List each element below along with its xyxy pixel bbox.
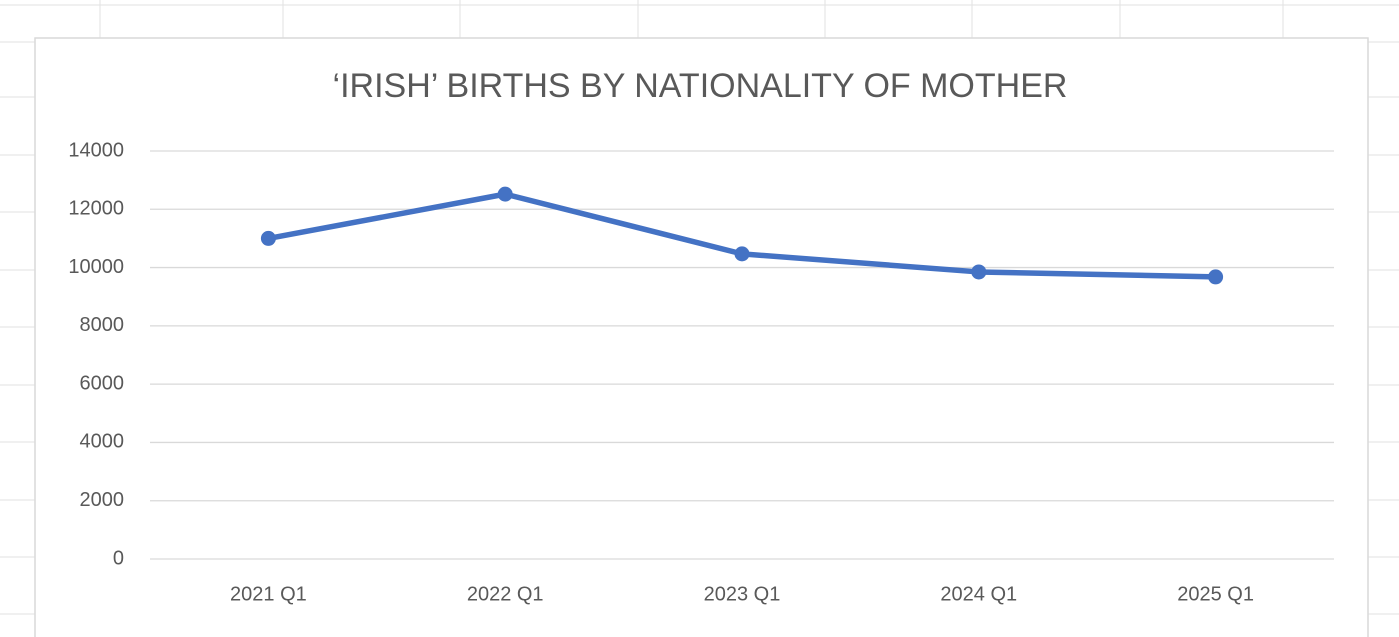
data-point — [1208, 269, 1224, 285]
x-tick-label: 2021 Q1 — [230, 583, 307, 605]
data-point — [497, 186, 513, 202]
chart-area — [34, 37, 1369, 637]
x-tick-label: 2023 Q1 — [704, 583, 781, 605]
y-tick-label: 2000 — [80, 489, 125, 511]
y-tick-label: 14000 — [68, 139, 124, 161]
x-tick-label: 2024 Q1 — [940, 583, 1017, 605]
y-tick-label: 10000 — [68, 256, 124, 278]
y-tick-label: 4000 — [80, 431, 125, 453]
y-tick-label: 0 — [113, 547, 124, 569]
y-tick-label: 6000 — [80, 372, 125, 394]
y-tick-label: 12000 — [68, 198, 124, 220]
data-point — [734, 246, 750, 262]
x-tick-label: 2022 Q1 — [467, 583, 544, 605]
data-point — [971, 264, 987, 280]
chart-title: ‘IRISH’ BIRTHS BY NATIONALITY OF MOTHER — [333, 67, 1068, 105]
spreadsheet-grid — [0, 0, 1399, 615]
data-point — [260, 230, 276, 246]
y-tick-label: 8000 — [80, 314, 125, 336]
x-tick-label: 2025 Q1 — [1177, 583, 1254, 605]
